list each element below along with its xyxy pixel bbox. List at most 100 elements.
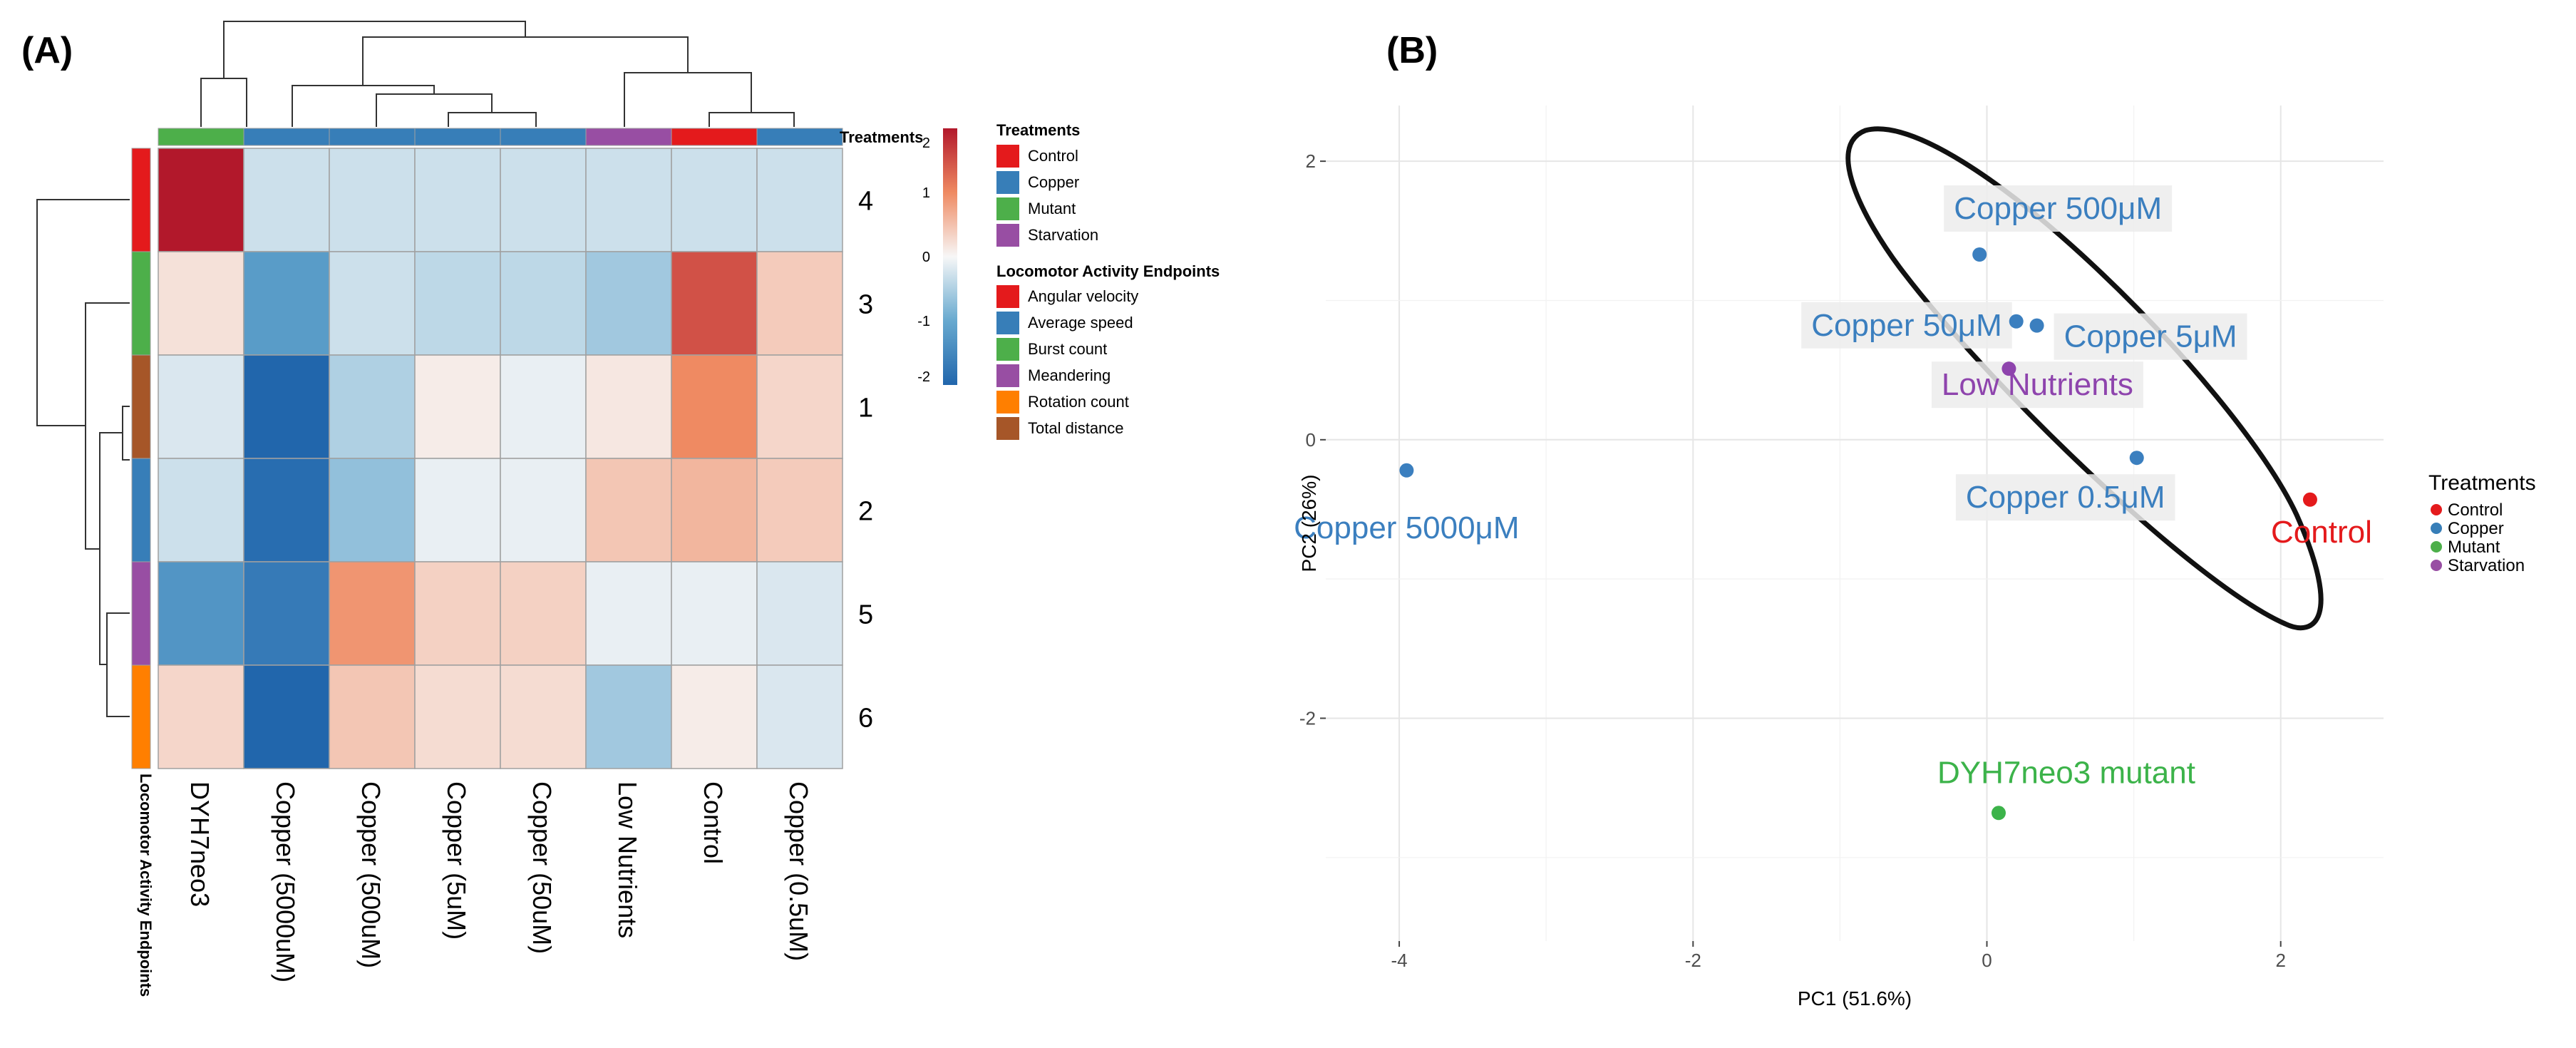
x-tick-label: -2: [1685, 950, 1701, 971]
pca-point-label: Control: [2271, 515, 2372, 550]
heatmap-cell: [243, 148, 330, 252]
endpoint-annotation-cell: [131, 354, 151, 459]
y-tick-label: 2: [1306, 150, 1316, 172]
pca-legend-swatch: [2431, 560, 2442, 571]
heatmap-cell: [671, 251, 758, 356]
x-tick-label: 2: [2275, 950, 2285, 971]
heatmap-cell: [414, 354, 501, 459]
heatmap-cell: [585, 148, 672, 252]
pca-point-label: DYH7neo3 mutant: [1937, 755, 2195, 790]
x-tick-label: 0: [1982, 950, 1992, 971]
heatmap-cell: [671, 664, 758, 769]
treatment-annotation-cell: [500, 128, 587, 146]
heatmap-cell: [500, 561, 587, 666]
pca-point: [1991, 806, 2006, 821]
legend-item: Average speed: [1028, 314, 1133, 332]
endpoint-annotation-cell: [131, 664, 151, 769]
legend-swatch: [996, 391, 1019, 413]
heatmap-cell: [585, 458, 672, 562]
pca-legend-swatch: [2431, 541, 2442, 553]
heatmap-row-label: 5: [858, 600, 873, 630]
color-scale-tick: 0: [922, 250, 930, 265]
heatmap-cell: [158, 664, 244, 769]
treatment-annotation-cell: [756, 128, 843, 146]
pca-legend-item: Mutant: [2448, 538, 2500, 557]
legend-swatch: [996, 364, 1019, 387]
legend-swatch: [996, 338, 1019, 361]
heatmap-cell: [329, 251, 416, 356]
heatmap-cell: [671, 458, 758, 562]
pca-panel: (B) -4 -2 0 2 2 0 -2 Copper 5000μM Copper 500μ…: [1294, 30, 2535, 1010]
legend-item: Burst count: [1028, 340, 1107, 358]
pca-label-box: [1801, 302, 2012, 349]
pca-point: [1972, 247, 1987, 262]
legend-item: Angular velocity: [1028, 287, 1138, 305]
heatmap-cell: [329, 561, 416, 666]
confidence-ellipse: [1845, 126, 2324, 631]
heatmap-cell: [756, 354, 843, 459]
heatmap-cell: [243, 354, 330, 459]
endpoints-annotation-label: Locomotor Activity Endpoints: [137, 774, 155, 997]
pca-point-label: Copper 5μM: [2064, 319, 2237, 354]
heatmap-cell: [414, 561, 501, 666]
pca-point: [1399, 463, 1414, 478]
color-scale-tick: -1: [917, 314, 930, 329]
pca-legend-item: Control: [2448, 500, 2503, 520]
treatment-annotation-bar: [158, 128, 843, 146]
panel-b-tag: (B): [1386, 30, 1438, 71]
heatmap-column-label: DYH7neo3: [185, 781, 215, 907]
heatmap-row-label: 3: [858, 290, 873, 320]
heatmap-column-label: Copper (0.5uM): [784, 781, 813, 961]
treatments-legend: Control Copper Mutant Starvation: [996, 145, 1098, 247]
pca-point: [2129, 451, 2144, 466]
heatmap-cell: [500, 664, 587, 769]
pca-point-group: Control: [2271, 492, 2372, 550]
color-scale-bar: [943, 128, 957, 385]
row-dendro-branch: [122, 406, 130, 461]
pca-legend-item: Copper: [2448, 519, 2504, 538]
pca-point-label: Copper 0.5μM: [1966, 480, 2165, 515]
heatmap-cell: [671, 561, 758, 666]
panel-a-tag: (A): [21, 30, 73, 71]
row-dendro-branch: [99, 432, 123, 665]
pca-x-axis-label: PC1 (51.6%): [1798, 987, 1912, 1010]
heatmap-cell: [500, 251, 587, 356]
heatmap-row-label: 2: [858, 497, 873, 527]
legend-item: Meandering: [1028, 366, 1111, 384]
heatmap-cell: [585, 561, 672, 666]
y-tick-label: -2: [1299, 707, 1316, 729]
heatmap-column-label: Copper (500uM): [356, 781, 386, 968]
heatmap-cell: [756, 561, 843, 666]
heatmap-cell: [414, 664, 501, 769]
heatmap-cell: [756, 148, 843, 252]
pca-point-group: Copper 0.5μM: [1955, 451, 2175, 521]
treatment-annotation-cell: [414, 128, 501, 146]
heatmap-cell: [158, 354, 244, 459]
row-dendro-branch: [106, 612, 130, 717]
heatmap-cell: [756, 458, 843, 562]
x-tick-label: -4: [1391, 950, 1407, 971]
pca-point-label: Copper 50μM: [1811, 308, 2001, 343]
treatments-legend-title: Treatments: [996, 121, 1080, 139]
endpoint-annotation-cell: [131, 251, 151, 356]
pca-point: [2001, 361, 2016, 376]
col-dendro-branch: [448, 112, 537, 127]
heatmap-row-label: 6: [858, 704, 873, 734]
endpoint-annotation-bar: [131, 148, 151, 769]
pca-points: Copper 5000μM Copper 500μM Copper 50μM Copp…: [1294, 185, 2372, 821]
treatment-annotation-cell: [243, 128, 330, 146]
legend-swatch: [996, 312, 1019, 334]
treatment-annotation-cell: [158, 128, 244, 146]
heatmap-cell: [671, 148, 758, 252]
heatmap-column-label: Copper (5000uM): [271, 781, 300, 982]
treatments-annotation-label: Treatments: [840, 128, 923, 146]
heatmap-cell: [500, 354, 587, 459]
legend-item: Starvation: [1028, 226, 1098, 244]
heatmap-cell: [756, 664, 843, 769]
col-dendro-branch: [376, 93, 493, 127]
y-tick-label: 0: [1306, 429, 1316, 451]
heatmap-cell: [243, 251, 330, 356]
endpoints-legend-title: Locomotor Activity Endpoints: [996, 262, 1220, 280]
pca-y-axis-label: PC2 (26%): [1298, 475, 1320, 572]
heatmap-cell: [243, 664, 330, 769]
